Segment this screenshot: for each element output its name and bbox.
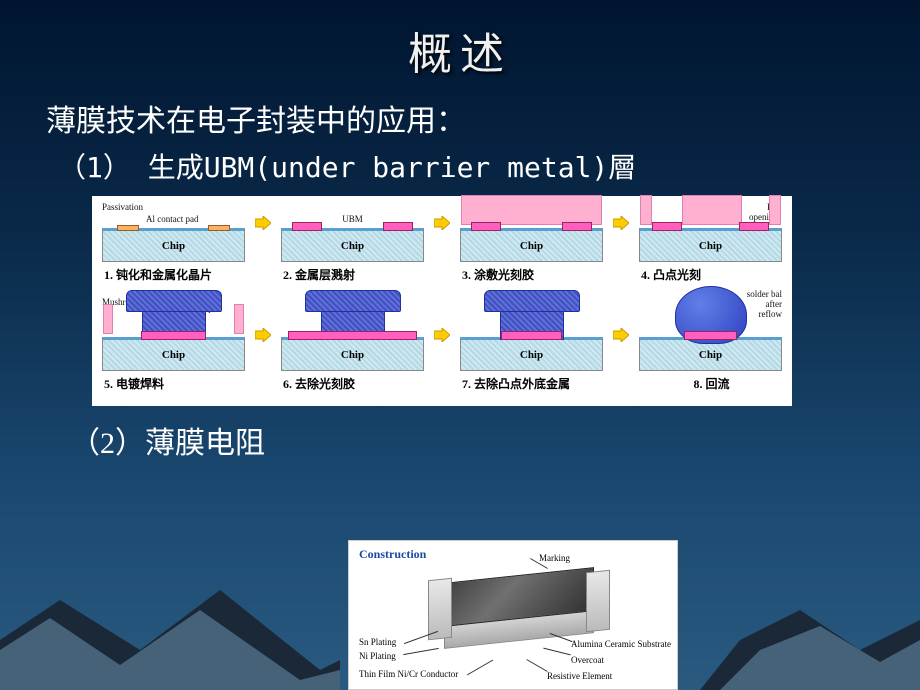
annot-ubm: UBM xyxy=(342,214,363,224)
chip-base: Chip xyxy=(102,337,245,371)
ubm-layer xyxy=(471,222,501,231)
ubm-step-2: UBM Chip xyxy=(281,202,424,262)
ubm-layer xyxy=(739,222,769,231)
leader-line xyxy=(467,660,493,676)
terminal-left xyxy=(428,578,452,641)
chip-label: Chip xyxy=(699,240,722,252)
caption: 2. 金属层溅射 xyxy=(281,266,424,283)
photoresist xyxy=(769,195,781,225)
chip-label: Chip xyxy=(520,349,543,361)
arrow-icon xyxy=(434,318,450,352)
caption: 3. 涂敷光刻胶 xyxy=(460,266,603,283)
ubm-layer xyxy=(684,331,737,340)
chip-label: Chip xyxy=(162,349,185,361)
resistor-construction-diagram: Construction Marking Sn Plating Ni Plati… xyxy=(348,540,678,690)
ubm-layer xyxy=(288,331,417,340)
arrow-icon xyxy=(255,206,271,240)
leader-line xyxy=(526,659,547,672)
label-substrate: Alumina Ceramic Substrate xyxy=(571,639,671,649)
ubm-step-3: Thick photoresist film Chip xyxy=(460,202,603,262)
resistor-body xyxy=(434,575,604,647)
caption: 4. 凸点光刻 xyxy=(639,266,782,283)
terminal-right xyxy=(586,570,610,633)
caption-row-2: 5. 电镀焊料 6. 去除光刻胶 7. 去除凸点外底金属 8. 回流 xyxy=(102,375,782,392)
ubm-step-1: Passivation Al contact pad Chip xyxy=(102,202,245,262)
photoresist xyxy=(682,195,742,225)
al-pad xyxy=(208,225,230,231)
caption: 6. 去除光刻胶 xyxy=(281,375,424,392)
caption: 8. 回流 xyxy=(639,375,782,392)
caption-row-1: 1. 钝化和金属化晶片 2. 金属层溅射 3. 涂敷光刻胶 4. 凸点光刻 xyxy=(102,266,782,283)
ubm-layer xyxy=(501,331,562,340)
ubm-layer xyxy=(292,222,322,231)
label-ni: Ni Plating xyxy=(359,651,396,661)
arrow-icon xyxy=(613,318,629,352)
chip-base: Chip xyxy=(460,337,603,371)
section-heading: 薄膜技术在电子封装中的应用： xyxy=(46,96,920,140)
ubm-step-8: solder bal after reflow Chip xyxy=(639,317,782,371)
caption: 7. 去除凸点外底金属 xyxy=(460,375,603,392)
chip-label: Chip xyxy=(162,240,185,252)
caption: 5. 电镀焊料 xyxy=(102,375,245,392)
arrow-icon xyxy=(255,318,271,352)
label-conductor: Thin Film Ni/Cr Conductor xyxy=(359,669,458,679)
slide-title: 概述 xyxy=(0,0,920,82)
bullet-item-1: （1） 生成UBM(under barrier metal)層 xyxy=(58,146,920,186)
construction-title: Construction xyxy=(359,547,426,562)
ubm-layer xyxy=(141,331,206,340)
annot-ball-c: reflow xyxy=(759,309,783,319)
chip-base: Chip xyxy=(102,228,245,262)
chip-base: Chip xyxy=(281,337,424,371)
ubm-layer xyxy=(383,222,413,231)
photoresist xyxy=(234,304,244,334)
al-pad xyxy=(117,225,139,231)
annot-ball-b: after xyxy=(766,299,782,309)
label-sn: Sn Plating xyxy=(359,637,396,647)
arrow-icon xyxy=(613,206,629,240)
bullet-item-2: （2）薄膜电阻 xyxy=(70,418,920,462)
photoresist xyxy=(640,195,652,225)
photoresist xyxy=(461,195,602,225)
label-element: Resistive Element xyxy=(547,671,612,681)
ubm-layer xyxy=(562,222,592,231)
chip-base: Chip xyxy=(639,228,782,262)
leader-line xyxy=(403,648,439,655)
ubm-row-2: Mushrooming Electroplated solder bump Ch… xyxy=(102,317,782,371)
chip-label: Chip xyxy=(341,240,364,252)
chip-label: Chip xyxy=(520,240,543,252)
arrow-icon xyxy=(434,206,450,240)
annot-ball-a: solder bal xyxy=(747,289,782,299)
chip-label: Chip xyxy=(699,349,722,361)
chip-label: Chip xyxy=(341,349,364,361)
chip-base: Chip xyxy=(460,228,603,262)
ubm-layer xyxy=(652,222,682,231)
chip-base: Chip xyxy=(281,228,424,262)
annot-passivation: Passivation xyxy=(102,202,143,212)
ubm-step-5: Mushrooming Electroplated solder bump Ch… xyxy=(102,317,245,371)
ubm-step-4: PR opening Chip xyxy=(639,202,782,262)
ubm-process-diagram: Passivation Al contact pad Chip UBM Chip xyxy=(92,196,792,406)
chip-base: Chip xyxy=(639,337,782,371)
label-overcoat: Overcoat xyxy=(571,655,604,665)
ubm-step-6: Chip xyxy=(281,317,424,371)
ubm-row-1: Passivation Al contact pad Chip UBM Chip xyxy=(102,202,782,262)
label-marking: Marking xyxy=(539,553,570,563)
ubm-step-7: Chip xyxy=(460,317,603,371)
leader-line xyxy=(543,648,570,656)
photoresist xyxy=(103,304,113,334)
annot-al-pad: Al contact pad xyxy=(146,214,198,224)
caption: 1. 钝化和金属化晶片 xyxy=(102,266,245,283)
